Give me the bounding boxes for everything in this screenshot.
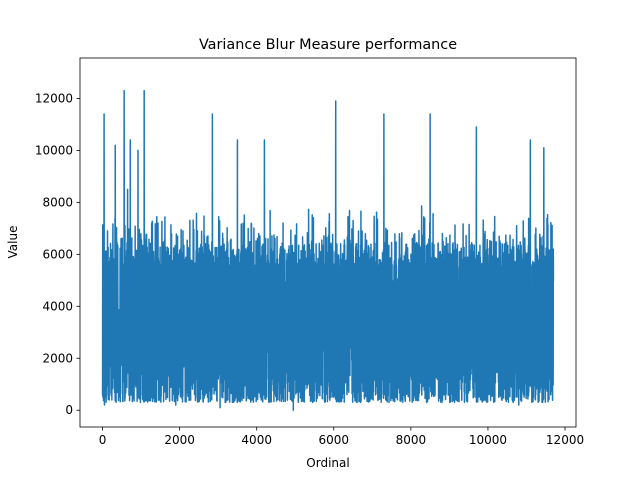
- x-tick-label: 2000: [164, 433, 195, 447]
- y-tick-label: 10000: [35, 143, 73, 157]
- axes-frame: [79, 57, 577, 428]
- y-axis-ticks: 0 2000 4000 6000 8000 10000 12000: [35, 91, 80, 417]
- x-tick-label: 8000: [396, 433, 427, 447]
- x-tick-label: 0: [99, 433, 107, 447]
- plot-area: [79, 57, 577, 428]
- y-tick-label: 8000: [42, 195, 73, 209]
- y-tick-label: 12000: [35, 91, 73, 105]
- x-tick-label: 6000: [319, 433, 350, 447]
- x-tick-label: 10000: [469, 433, 507, 447]
- y-axis-label: Value: [6, 226, 20, 259]
- y-tick-label: 6000: [42, 247, 73, 261]
- y-tick-label: 2000: [42, 351, 73, 365]
- x-tick-label: 12000: [546, 433, 584, 447]
- chart-title: Variance Blur Measure performance: [199, 37, 457, 53]
- x-tick-label: 4000: [241, 433, 272, 447]
- series-line: [101, 89, 555, 411]
- y-tick-label: 0: [65, 403, 73, 417]
- x-axis-label: Ordinal: [306, 456, 349, 470]
- x-axis-ticks: 0 2000 4000 6000 8000 10000 12000: [99, 427, 584, 447]
- y-tick-label: 4000: [42, 299, 73, 313]
